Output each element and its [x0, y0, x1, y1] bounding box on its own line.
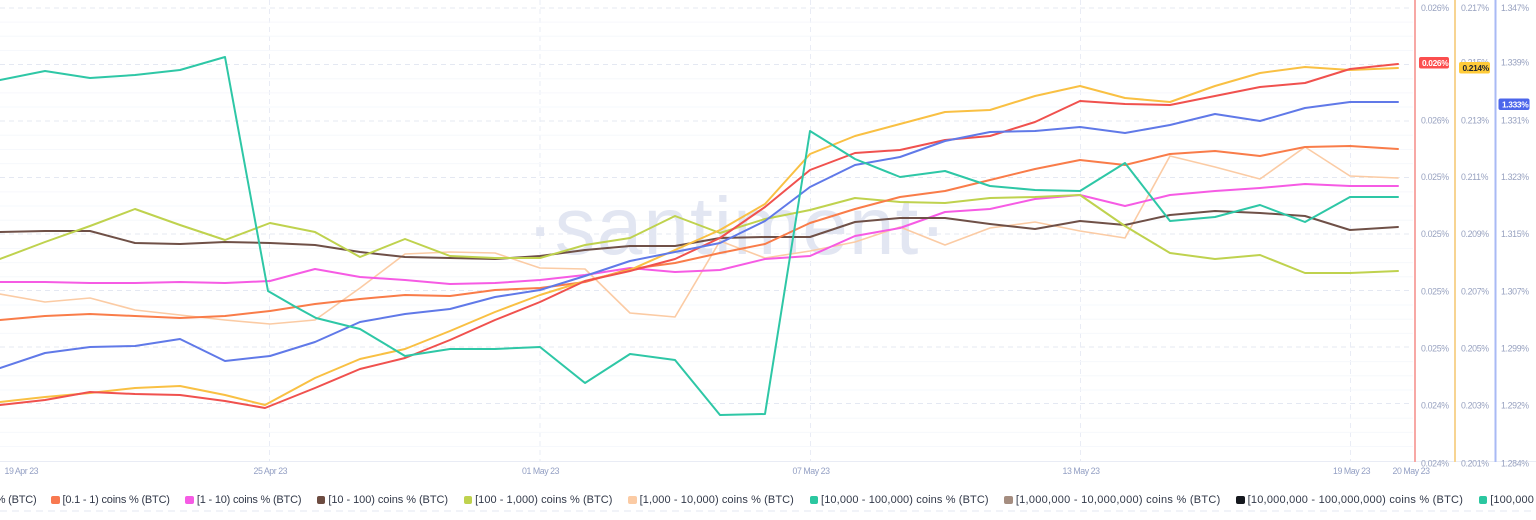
svg-text:1.284%: 1.284% [1501, 459, 1529, 469]
svg-text:1.347%: 1.347% [1501, 3, 1529, 13]
svg-text:0.024%: 0.024% [1421, 401, 1449, 411]
svg-text:0.025%: 0.025% [1421, 229, 1449, 239]
svg-text:1.323%: 1.323% [1501, 172, 1529, 182]
svg-text:1.333%: 1.333% [1502, 99, 1529, 109]
svg-text:0.209%: 0.209% [1461, 229, 1489, 239]
svg-text:19 May 23: 19 May 23 [1333, 466, 1371, 476]
svg-text:0.025%: 0.025% [1421, 344, 1449, 354]
svg-text:0.217%: 0.217% [1461, 3, 1489, 13]
svg-text:1.299%: 1.299% [1501, 344, 1529, 354]
svg-text:07 May 23: 07 May 23 [793, 466, 831, 476]
svg-text:0.026%: 0.026% [1421, 3, 1449, 13]
svg-text:0.211%: 0.211% [1461, 172, 1489, 182]
svg-text:0.025%: 0.025% [1421, 172, 1449, 182]
svg-text:0.026%: 0.026% [1421, 116, 1449, 126]
svg-text:0.026%: 0.026% [1422, 58, 1449, 68]
svg-text:1.307%: 1.307% [1501, 287, 1529, 297]
svg-text:0.203%: 0.203% [1461, 401, 1489, 411]
svg-text:1.331%: 1.331% [1501, 116, 1529, 126]
svg-text:1.292%: 1.292% [1501, 401, 1529, 411]
svg-text:0.213%: 0.213% [1461, 116, 1489, 126]
svg-text:19 Apr 23: 19 Apr 23 [5, 466, 39, 476]
svg-text:20 May 23: 20 May 23 [1393, 466, 1431, 476]
svg-text:01 May 23: 01 May 23 [522, 466, 560, 476]
svg-text:1.315%: 1.315% [1501, 229, 1529, 239]
svg-text:0.024%: 0.024% [1421, 459, 1449, 469]
svg-text:0.201%: 0.201% [1461, 459, 1489, 469]
svg-text:0.205%: 0.205% [1461, 344, 1489, 354]
svg-text:0.214%: 0.214% [1463, 63, 1490, 73]
svg-text:13 May 23: 13 May 23 [1063, 466, 1101, 476]
svg-text:25 Apr 23: 25 Apr 23 [254, 466, 288, 476]
svg-text:0.025%: 0.025% [1421, 287, 1449, 297]
svg-text:0.207%: 0.207% [1461, 287, 1489, 297]
svg-text:1.339%: 1.339% [1501, 58, 1529, 68]
